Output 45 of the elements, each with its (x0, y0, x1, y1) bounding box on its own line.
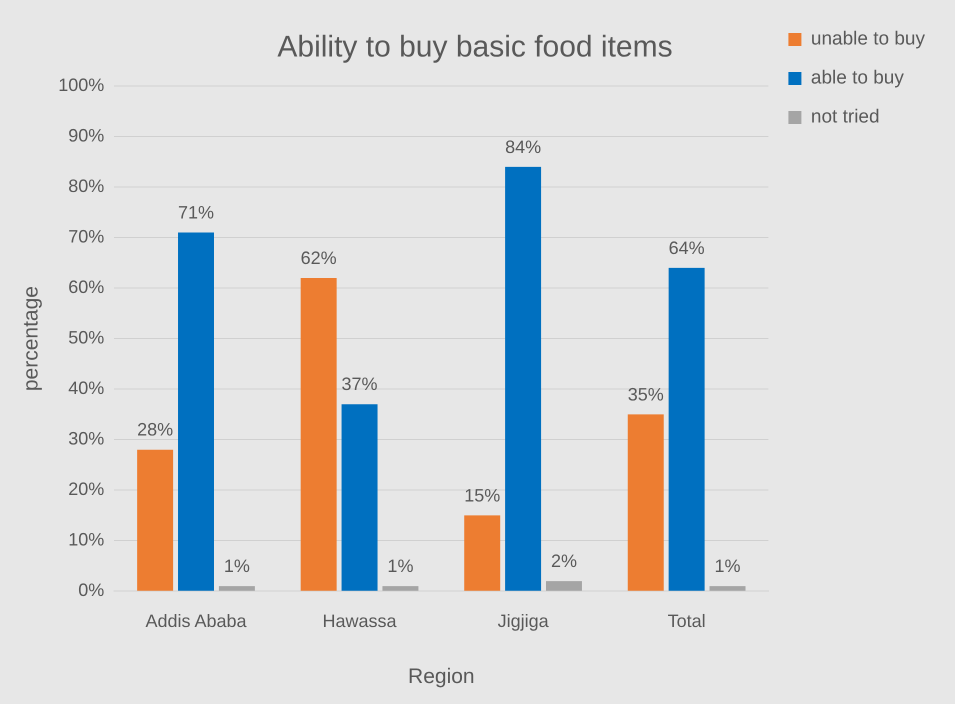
bar (218, 586, 255, 591)
data-label: 28% (137, 420, 174, 440)
legend-label: able to buy (810, 68, 904, 89)
y-tick-label: 50% (68, 328, 104, 348)
bar (628, 414, 664, 591)
bar (710, 586, 746, 591)
data-label: 15% (464, 485, 500, 506)
bar (300, 278, 337, 591)
x-tick-label: Addis Ababa (145, 610, 248, 631)
bar (178, 232, 214, 591)
y-tick-label: 30% (68, 428, 104, 449)
y-axis-title: percentage (19, 286, 42, 392)
x-axis-title: Region (408, 665, 475, 688)
y-tick-label: 70% (68, 226, 104, 247)
chart-title: Ability to buy basic food items (277, 30, 673, 64)
y-tick-label: 60% (68, 277, 104, 298)
data-label: 2% (550, 551, 577, 572)
data-label: 62% (300, 248, 337, 268)
bar (546, 581, 582, 591)
y-tick-label: 40% (68, 378, 104, 398)
data-label: 37% (342, 374, 378, 394)
y-tick-label: 100% (58, 74, 104, 95)
y-tick-label: 80% (68, 176, 104, 196)
data-label: 1% (714, 556, 741, 576)
data-label: 35% (628, 384, 664, 404)
data-label: 84% (505, 136, 542, 157)
y-tick-label: 0% (78, 580, 104, 600)
data-label: 1% (224, 556, 250, 576)
x-tick-label: Total (668, 610, 706, 631)
data-label: 71% (178, 202, 214, 222)
data-label: 64% (668, 238, 705, 258)
x-tick-label: Hawassa (322, 610, 398, 631)
legend-label: not tried (810, 106, 880, 128)
legend-label: unable to buy (810, 28, 926, 50)
bar (342, 404, 378, 591)
bar (464, 515, 500, 591)
bar (382, 586, 418, 591)
y-tick-label: 90% (68, 125, 104, 146)
data-label: 1% (387, 556, 414, 576)
y-tick-label: 10% (68, 530, 104, 550)
x-tick-label: Jigjiga (498, 610, 550, 631)
y-tick-label: 20% (68, 479, 104, 500)
bar (137, 450, 174, 591)
bar (668, 268, 705, 591)
bar (505, 166, 542, 591)
